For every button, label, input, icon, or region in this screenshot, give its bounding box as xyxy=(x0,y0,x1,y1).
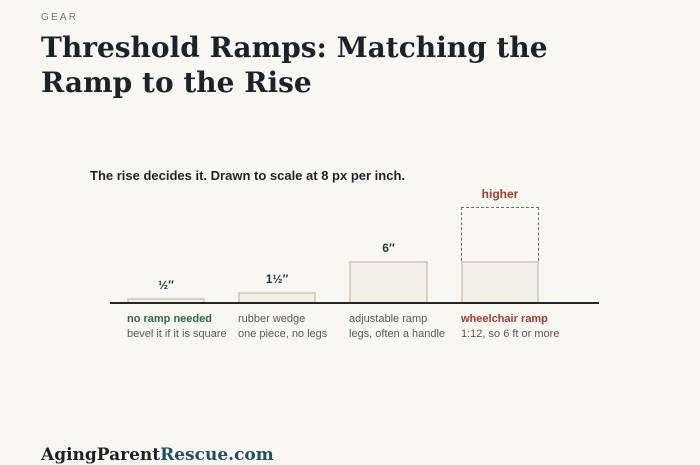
option-name-no-ramp: no ramp needed xyxy=(127,313,212,325)
caption-adjustable-ramp: adjustable ramp legs, often a handle xyxy=(349,312,445,342)
caption-wheelchair-ramp: wheelchair ramp 1:12, so 6 ft or more xyxy=(461,312,559,342)
brand-main: AgingParent xyxy=(41,445,161,465)
option-note-adjustable-ramp: legs, often a handle xyxy=(349,328,446,340)
rise-label-higher: higher xyxy=(481,187,519,201)
rise-label-half-inch: ½″ xyxy=(158,278,174,292)
option-name-wheelchair-ramp: wheelchair ramp xyxy=(461,313,548,325)
threshold-block-six-inch xyxy=(349,261,428,304)
eyebrow-label: GEAR xyxy=(41,12,79,23)
option-note-wheelchair-ramp: 1:12, so 6 ft or more xyxy=(461,328,560,340)
option-name-rubber-wedge: rubber wedge xyxy=(238,313,306,325)
higher-rise-outline xyxy=(461,207,539,261)
page-title: Threshold Ramps: Matching the Ramp to th… xyxy=(41,31,548,99)
site-brand[interactable]: AgingParentRescue.com xyxy=(41,445,274,465)
threshold-block-higher xyxy=(461,261,539,304)
caption-no-ramp: no ramp needed bevel it if it is square xyxy=(127,312,227,342)
option-note-rubber-wedge: one piece, no legs xyxy=(238,328,328,340)
figure-caption: The rise decides it. Drawn to scale at 8… xyxy=(90,168,405,183)
rise-label-six-inch: 6″ xyxy=(382,241,395,255)
brand-accent: Rescue.com xyxy=(160,445,274,465)
option-name-adjustable-ramp: adjustable ramp xyxy=(349,313,428,325)
caption-rubber-wedge: rubber wedge one piece, no legs xyxy=(238,312,327,342)
option-note-no-ramp: bevel it if it is square xyxy=(127,328,227,340)
floor-line xyxy=(110,302,599,304)
rise-label-inch-and-half: 1½″ xyxy=(265,272,289,286)
